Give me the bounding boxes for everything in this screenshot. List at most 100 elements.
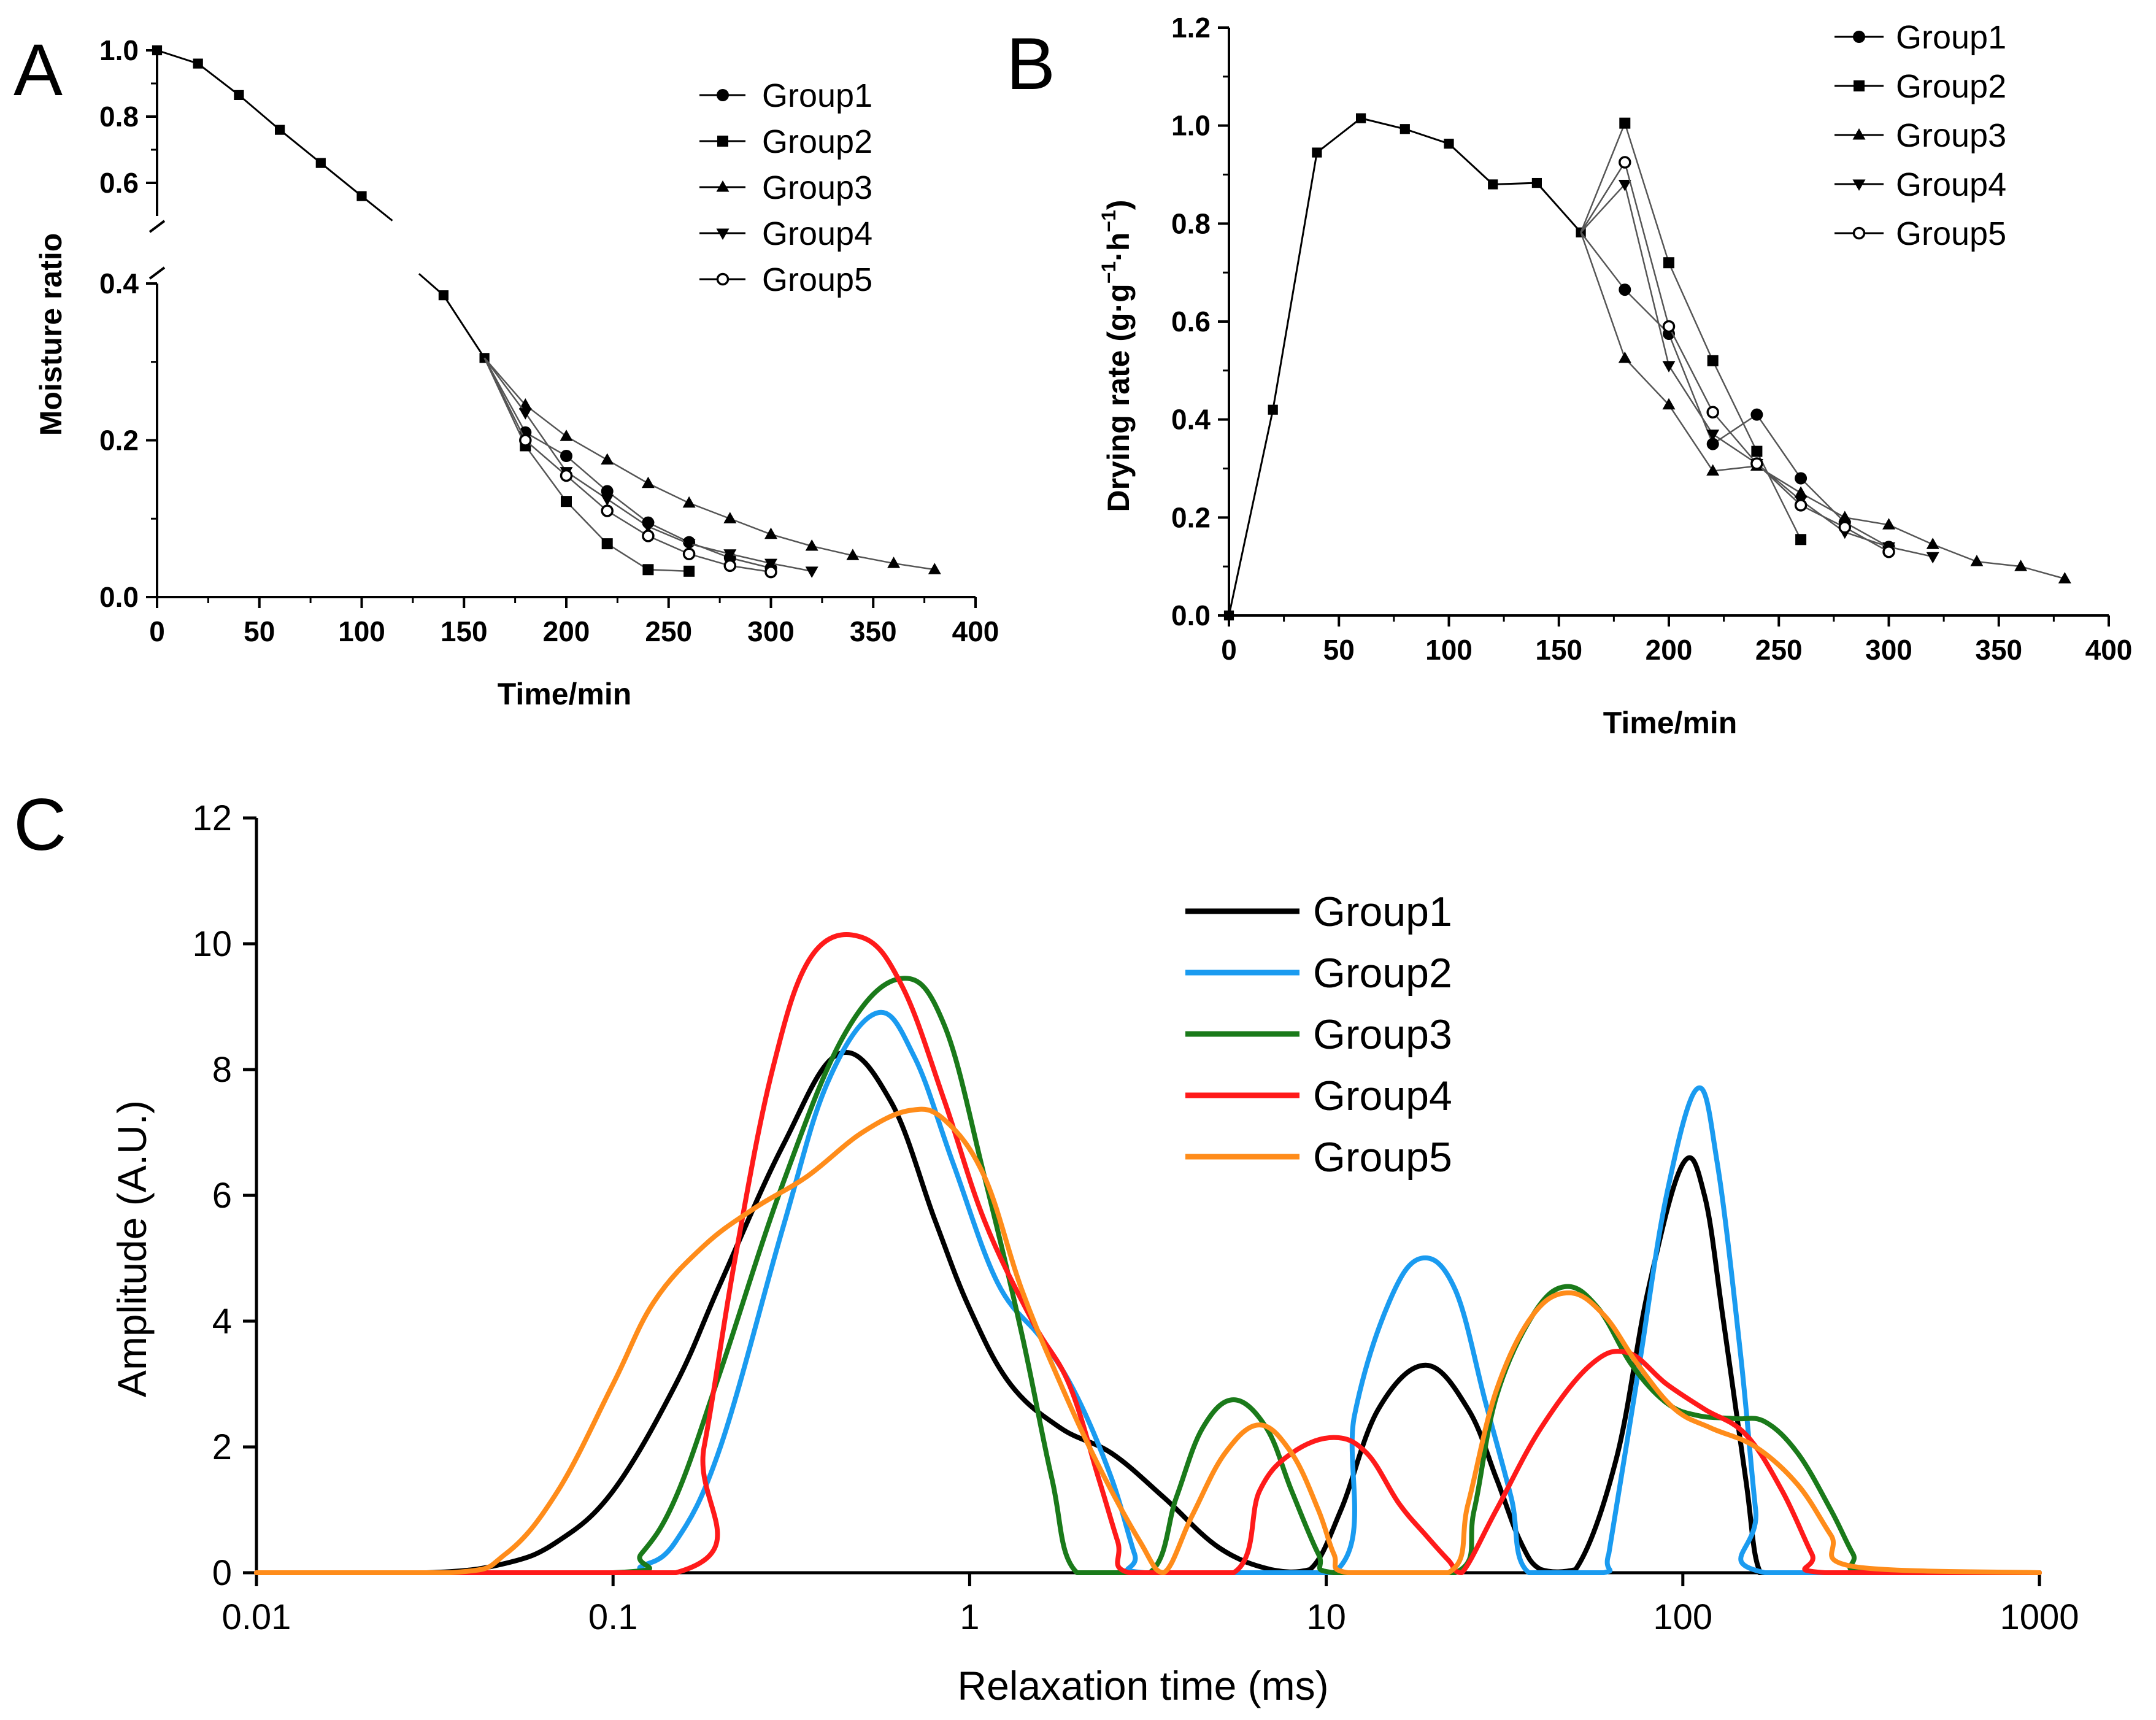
panel-b-legend-group2-label: Group2	[1896, 68, 2006, 105]
panel-a-group2-point	[683, 565, 695, 577]
panel-b-group5-point	[1750, 457, 1763, 470]
panel-b-x-tick-label: 250	[1755, 634, 1803, 666]
panel-b-letter: B	[1006, 23, 1055, 105]
panel-a-legend-group1-marker	[717, 89, 729, 101]
panel-b-shared-point	[1268, 404, 1278, 415]
panel-b-x-tick-label: 400	[2085, 634, 2133, 666]
panel-c-axes: 0.01 0.1 1 10 100 1000 0 2 4 6 8 10 12	[192, 798, 2079, 1637]
panel-a-group3-point	[682, 496, 696, 508]
panel-b-shared-point	[1444, 139, 1454, 149]
panel-b-ylabel-sup-2: −1	[1098, 210, 1120, 232]
panel-a-y-tick-label: 0.4	[99, 268, 139, 299]
panel-b-group4-point	[1662, 361, 1676, 372]
panel-b-ylabel-part-2: ·h	[1101, 233, 1136, 261]
panel-b-legend-group3-marker	[1852, 128, 1866, 140]
panel-a-group5-point	[519, 434, 532, 447]
panel-a-shared-point	[275, 125, 285, 135]
panel-b-legend-group3-label: Group3	[1896, 117, 2006, 154]
panel-a-group3-point	[887, 557, 901, 568]
panel-b-legend-group5-marker	[1852, 226, 1866, 240]
panel-b-group5-point	[1882, 545, 1895, 558]
panel-a-x-tick-label: 350	[850, 615, 897, 647]
panel-b-x-tick-label: 300	[1865, 634, 1912, 666]
panel-b-shared-point	[1531, 177, 1542, 188]
panel-a-shared-point	[438, 290, 449, 301]
panel-a-y-tick-label: 0.6	[99, 167, 139, 199]
panel-a-x-tick-label: 100	[338, 615, 385, 647]
panel-c-y-tick-label: 0	[212, 1553, 232, 1593]
panel-a-axes: 0 50 100 150 200 250 300 350 400 0.0 0.2 0.4 0.6 0.8 1…	[99, 34, 999, 647]
panel-a-x-tick-label: 50	[244, 615, 275, 647]
panel-c-x-tick-label: 1000	[2000, 1597, 2079, 1637]
panel-a-legend-group3-marker	[716, 180, 730, 192]
panel-a-shared-point	[315, 158, 326, 168]
panel-b-group1-point	[1750, 408, 1763, 421]
panel-a-group5-point	[642, 530, 655, 542]
panel-a-letter: A	[13, 29, 63, 111]
panel-a-group3-point	[928, 563, 941, 574]
panel-b-group5-point	[1662, 320, 1676, 333]
panel-c-x-tick-label: 0.1	[588, 1597, 638, 1637]
panel-b-shared-point	[1312, 147, 1322, 158]
panel-a-group2-point	[601, 538, 613, 550]
panel-a-y-tick-label: 0.8	[99, 101, 139, 133]
panel-a-group4-point	[764, 558, 777, 571]
panel-b-x-tick-label: 100	[1425, 634, 1473, 666]
panel-b-group3-point	[1706, 464, 1720, 476]
panel-b-legend-group1-marker	[1853, 31, 1865, 43]
panel-c-legend-group2-label: Group2	[1313, 950, 1452, 997]
panel-a-legend-group2-marker	[717, 136, 728, 147]
panel-a-group5-point	[764, 565, 777, 579]
panel-a-x-axis-title: Time/min	[498, 677, 632, 711]
panel-b-x-axis-title: Time/min	[1603, 706, 1738, 740]
panel-c-y-tick-label: 12	[192, 798, 232, 838]
panel-a-group5-point	[601, 504, 614, 517]
panel-b-group5-point	[1794, 499, 1808, 512]
panel-b-x-tick-label: 200	[1646, 634, 1693, 666]
panel-c-group2-line	[254, 1009, 2042, 1576]
panel-a-group5-line	[483, 357, 771, 573]
panel-b-group2-point	[1707, 355, 1719, 366]
panel-b-shared-point	[1223, 610, 1234, 621]
panel-c-group4-line	[254, 932, 2042, 1576]
panel-b-group2-point	[1619, 117, 1631, 129]
panel-b-group3-point	[1618, 351, 1631, 363]
panel-c-legend-group5-label: Group5	[1313, 1134, 1452, 1181]
panel-b-x-tick-label: 0	[1221, 634, 1237, 666]
panel-a-group1-point	[560, 450, 572, 463]
panel-b-group3-point	[1926, 538, 1939, 549]
panel-b-y-tick-label: 1.0	[1171, 110, 1211, 142]
panel-b-group2-point	[1795, 534, 1807, 546]
panel-a-group4-point	[641, 522, 655, 534]
panel-a-group4-point	[518, 408, 532, 420]
panel-b-group5-point	[1706, 406, 1719, 418]
panel-b-group3-point	[2014, 560, 2028, 571]
panel-b-shared-point	[1488, 179, 1498, 190]
panel-c-group5-line	[254, 1106, 2042, 1576]
panel-c-letter: C	[13, 784, 67, 866]
panel-a-y-tick-label: 0.2	[99, 425, 139, 457]
panel-a-group3-point	[723, 512, 737, 523]
panel-b-group3-line	[1580, 232, 2065, 580]
panel-b-y-tick-label: 1.2	[1171, 12, 1211, 44]
panel-b-group1-point	[1619, 283, 1631, 296]
panel-c-y-tick-label: 2	[212, 1427, 232, 1467]
panel-c-legend-group4-label: Group4	[1313, 1073, 1452, 1119]
panel-b-legend-group1-label: Group1	[1896, 19, 2006, 56]
panel-b-legend-group4-marker	[1852, 179, 1866, 191]
panel-a-y-axis-title: Moisture ratio	[34, 233, 68, 436]
panel-c-series	[254, 932, 2042, 1576]
panel-b-y-tick-label: 0.0	[1171, 600, 1211, 631]
panel-c-legend-group3-label: Group3	[1313, 1011, 1452, 1058]
panel-b-ylabel-part-3: )	[1101, 199, 1136, 210]
panel-a-group2-line	[483, 357, 690, 573]
panel-c-group3-line	[254, 976, 2042, 1576]
panel-a-legend-group4-marker	[716, 228, 730, 240]
panel-b-shared-line	[1228, 117, 1582, 616]
panel-b-y-tick-label: 0.8	[1171, 207, 1211, 239]
panel-a-group3-line	[483, 357, 935, 571]
panel-b-group4-line	[1580, 182, 1933, 558]
panel-c-y-tick-label: 10	[192, 924, 232, 964]
